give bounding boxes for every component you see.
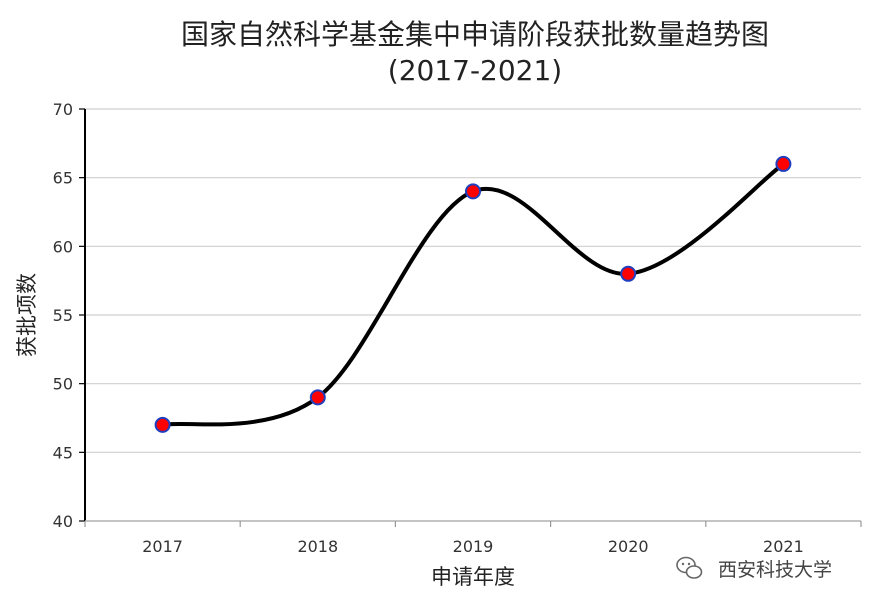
- series-group: [154, 155, 792, 433]
- y-tick-label: 55: [53, 306, 73, 325]
- data-point: [154, 416, 171, 433]
- chart-subtitle: (2017-2021): [388, 54, 562, 87]
- watermark-text: 西安科技大学: [718, 559, 832, 581]
- gridlines: [85, 108, 861, 453]
- x-tick-label: 2021: [763, 537, 804, 556]
- x-axis-ticks: 2017 2018 2019 2020 2021: [84, 521, 862, 556]
- y-axis-title: 获批项数: [15, 273, 39, 357]
- data-point: [465, 183, 481, 200]
- wechat-icon: [676, 556, 703, 579]
- series-line: [160, 161, 786, 427]
- chart-title: 国家自然科学基金集中申请阶段获批数量趋势图: [181, 18, 769, 51]
- x-tick-label: 2018: [297, 537, 338, 556]
- y-axis-ticks: 40 45 50 55 60 65 70: [53, 100, 85, 531]
- data-point: [309, 389, 326, 406]
- watermark: 西安科技大学: [676, 556, 832, 581]
- x-tick-label: 2020: [608, 537, 649, 556]
- data-point: [620, 265, 637, 282]
- y-tick-label: 40: [53, 512, 73, 531]
- y-tick-label: 70: [53, 100, 73, 119]
- y-tick-label: 65: [53, 169, 73, 188]
- y-tick-label: 60: [53, 237, 73, 256]
- y-tick-label: 50: [53, 375, 73, 394]
- data-point: [775, 155, 792, 172]
- x-tick-label: 2017: [142, 537, 183, 556]
- y-tick-label: 45: [53, 443, 73, 462]
- x-axis-title: 申请年度: [431, 565, 515, 589]
- x-tick-label: 2019: [453, 537, 494, 556]
